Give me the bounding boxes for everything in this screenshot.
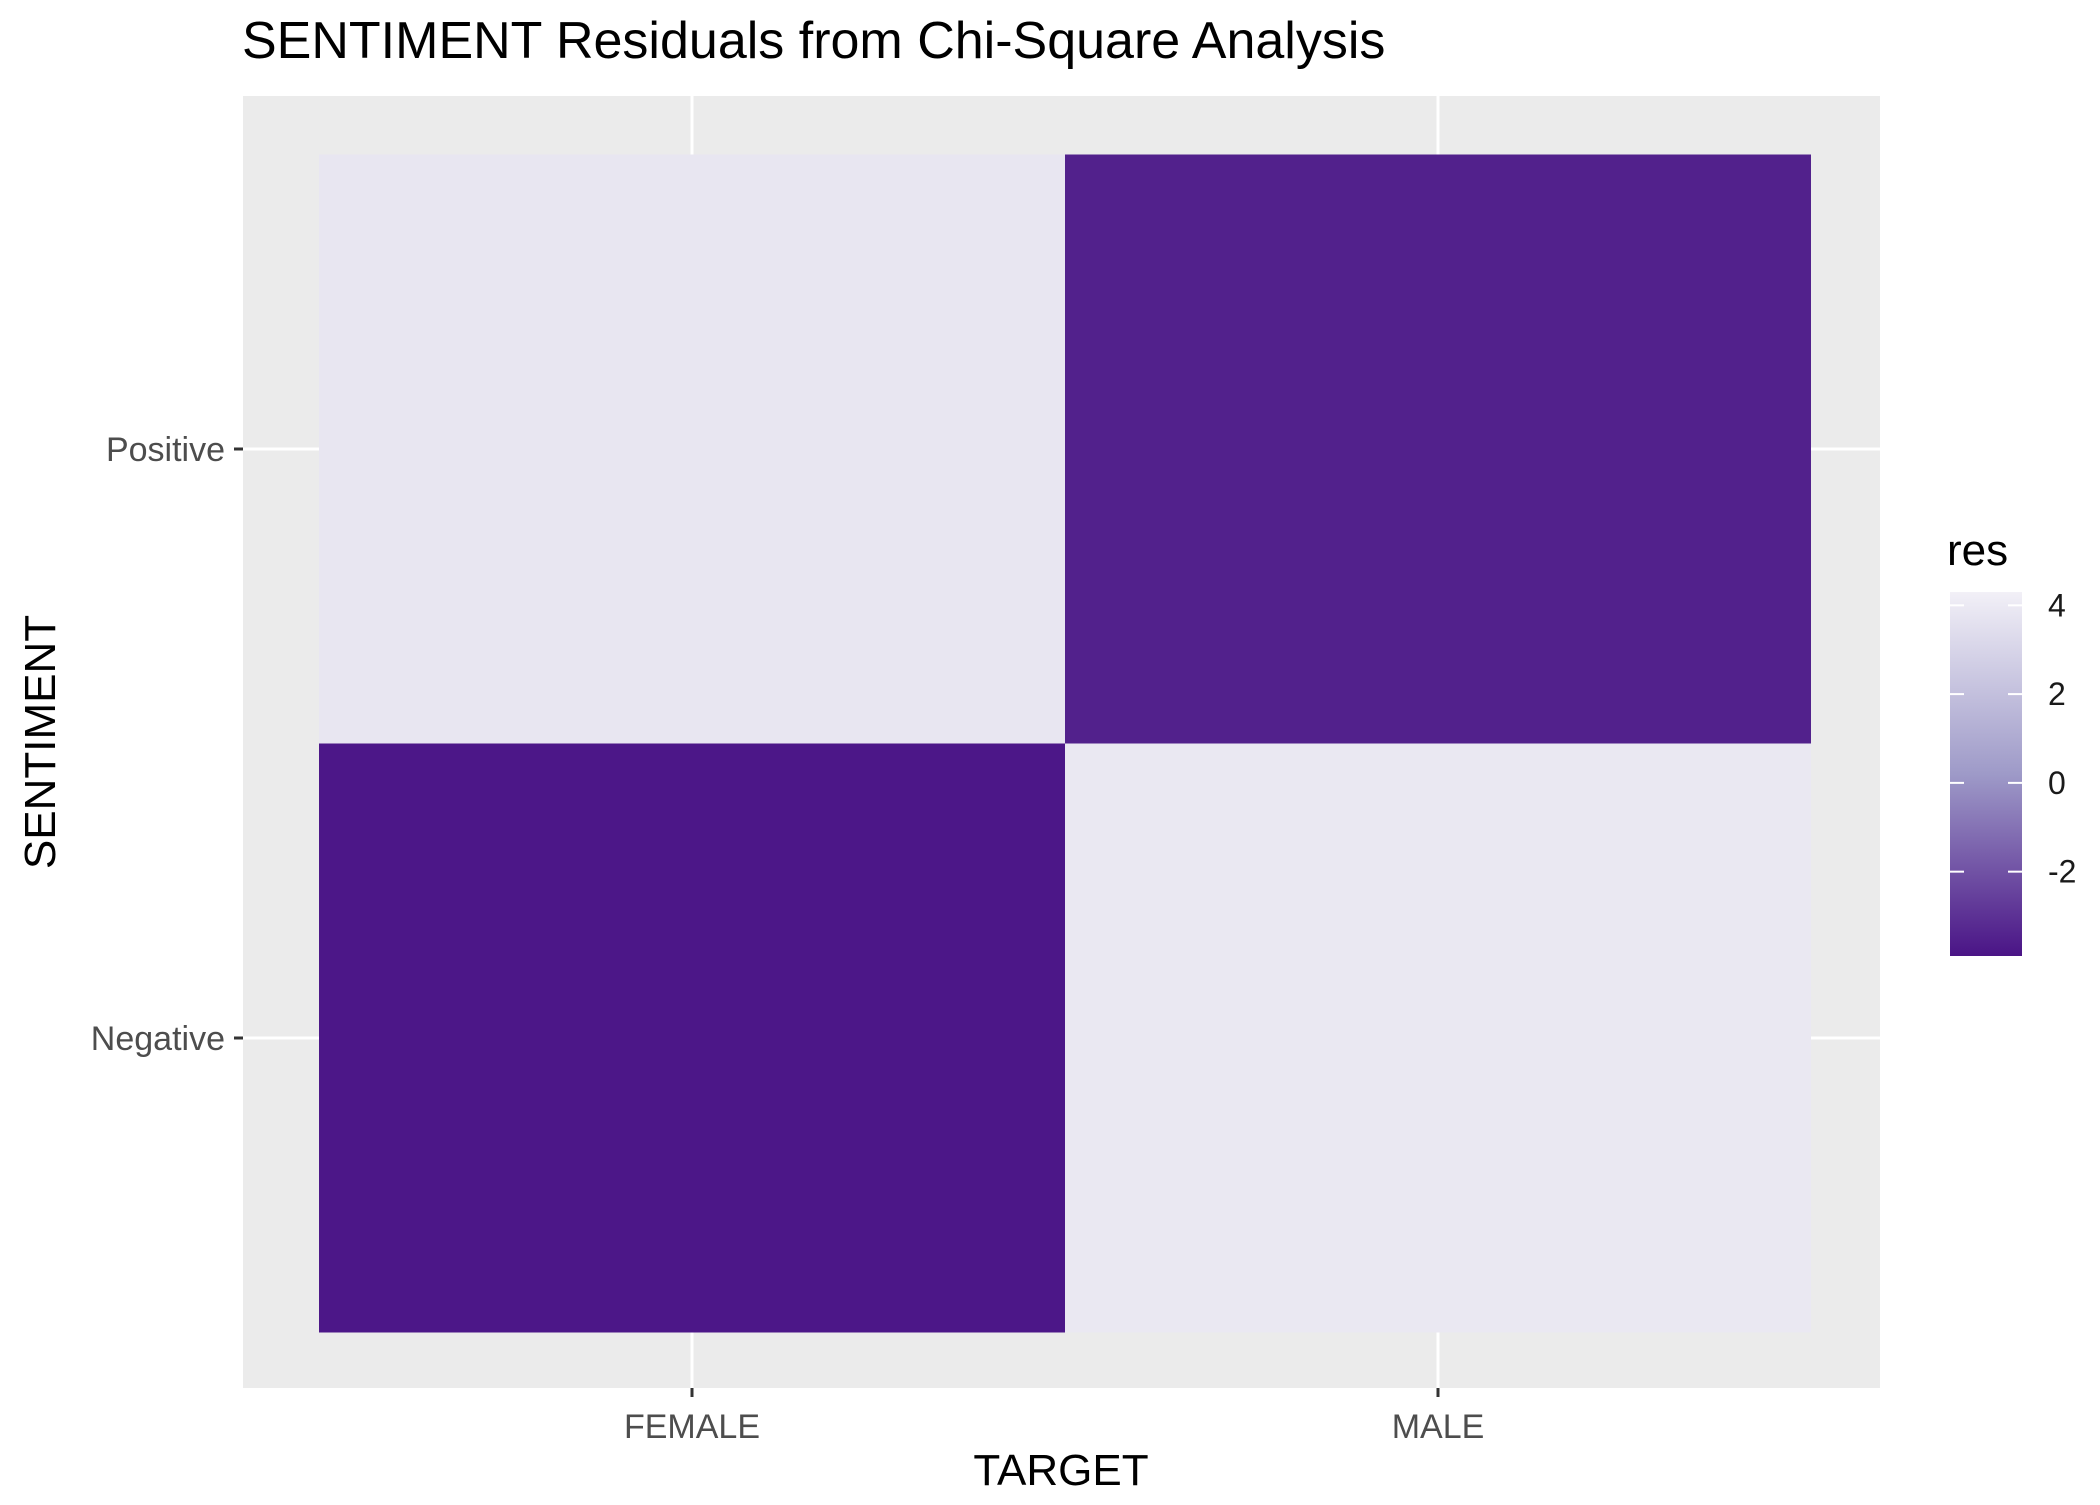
heatmap-cell-male-negative (1065, 743, 1811, 1333)
chart-title: SENTIMENT Residuals from Chi-Square Anal… (242, 12, 1385, 70)
legend-title: res (1947, 526, 2008, 575)
heatmap-cell-female-positive (319, 154, 1065, 744)
heatmap-cells (319, 154, 1811, 1333)
y-axis-title: SENTIMENT (16, 615, 65, 869)
legend-ticks: 4 2 0 -2 (1950, 587, 2076, 890)
color-legend: res 4 2 0 -2 (1947, 526, 2076, 956)
y-tick-label-negative: Negative (91, 1020, 225, 1058)
legend-label-0: 4 (2048, 587, 2066, 623)
heatmap-cell-female-negative (319, 743, 1065, 1333)
y-axis: Negative Positive (91, 431, 243, 1058)
x-axis: FEMALE MALE (624, 1388, 1484, 1446)
legend-colorbar (1950, 592, 2022, 956)
x-axis-title: TARGET (973, 1446, 1148, 1495)
legend-label-3: -2 (2048, 854, 2076, 890)
y-tick-label-positive: Positive (106, 431, 225, 469)
legend-label-2: 0 (2048, 765, 2066, 801)
x-tick-label-female: FEMALE (624, 1408, 760, 1446)
legend-label-1: 2 (2048, 676, 2066, 712)
x-tick-label-male: MALE (1392, 1408, 1485, 1446)
heatmap-cell-male-positive (1065, 154, 1811, 744)
